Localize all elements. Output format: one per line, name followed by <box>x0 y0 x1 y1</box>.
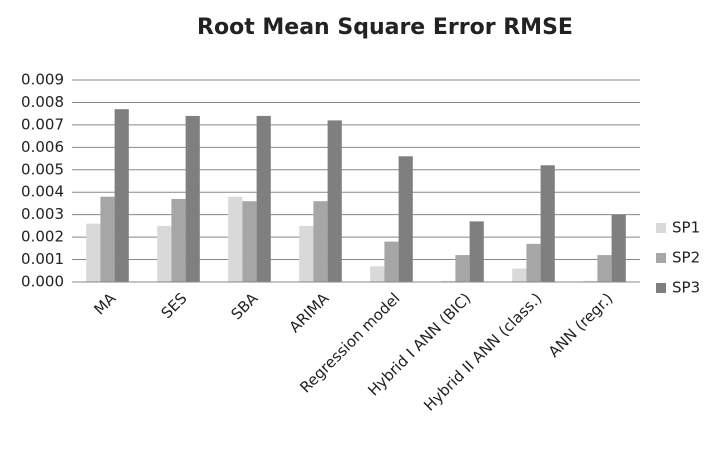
bar <box>597 255 612 282</box>
bar <box>86 223 101 282</box>
bar <box>611 214 626 282</box>
x-tick-label: SES <box>158 289 191 322</box>
bar <box>398 156 413 282</box>
x-tick-label: ARIMA <box>286 289 333 336</box>
legend-label: SP2 <box>672 249 700 267</box>
bar <box>327 120 342 283</box>
bar <box>313 201 328 282</box>
legend-swatch <box>656 283 666 293</box>
y-tick-label: 0.005 <box>21 160 64 178</box>
chart-title: Root Mean Square Error RMSE <box>197 15 573 40</box>
bar <box>455 255 470 282</box>
y-tick-label: 0.000 <box>21 273 64 291</box>
bar <box>540 165 555 282</box>
bar <box>100 196 115 282</box>
legend-swatch <box>656 223 666 233</box>
bar <box>242 201 257 282</box>
x-tick-label: SBA <box>228 289 263 324</box>
bar <box>469 221 484 282</box>
y-tick-label: 0.004 <box>21 183 64 201</box>
bar <box>114 109 129 282</box>
y-tick-label: 0.006 <box>21 138 64 156</box>
bar <box>384 241 399 282</box>
bar <box>157 225 172 282</box>
bar <box>441 280 456 282</box>
bar <box>256 115 271 283</box>
bar <box>583 280 598 282</box>
bar <box>228 196 243 282</box>
y-tick-label: 0.008 <box>21 93 64 111</box>
x-tick-label: ANN (regr.) <box>545 289 617 361</box>
legend-label: SP1 <box>672 219 700 237</box>
bar <box>171 198 186 282</box>
legend-label: SP3 <box>672 279 700 297</box>
bar <box>512 268 527 282</box>
x-tick-label: Hybrid II ANN (class.) <box>420 289 545 414</box>
legend-swatch <box>656 253 666 263</box>
y-tick-label: 0.007 <box>21 115 64 133</box>
y-tick-label: 0.003 <box>21 205 64 223</box>
y-tick-label: 0.001 <box>21 250 64 268</box>
bar <box>299 225 314 282</box>
y-tick-label: 0.002 <box>21 228 64 246</box>
bar <box>526 243 541 282</box>
x-tick-label: MA <box>90 289 120 319</box>
y-tick-label: 0.009 <box>21 71 64 89</box>
bar <box>370 266 385 282</box>
bar <box>185 115 200 283</box>
